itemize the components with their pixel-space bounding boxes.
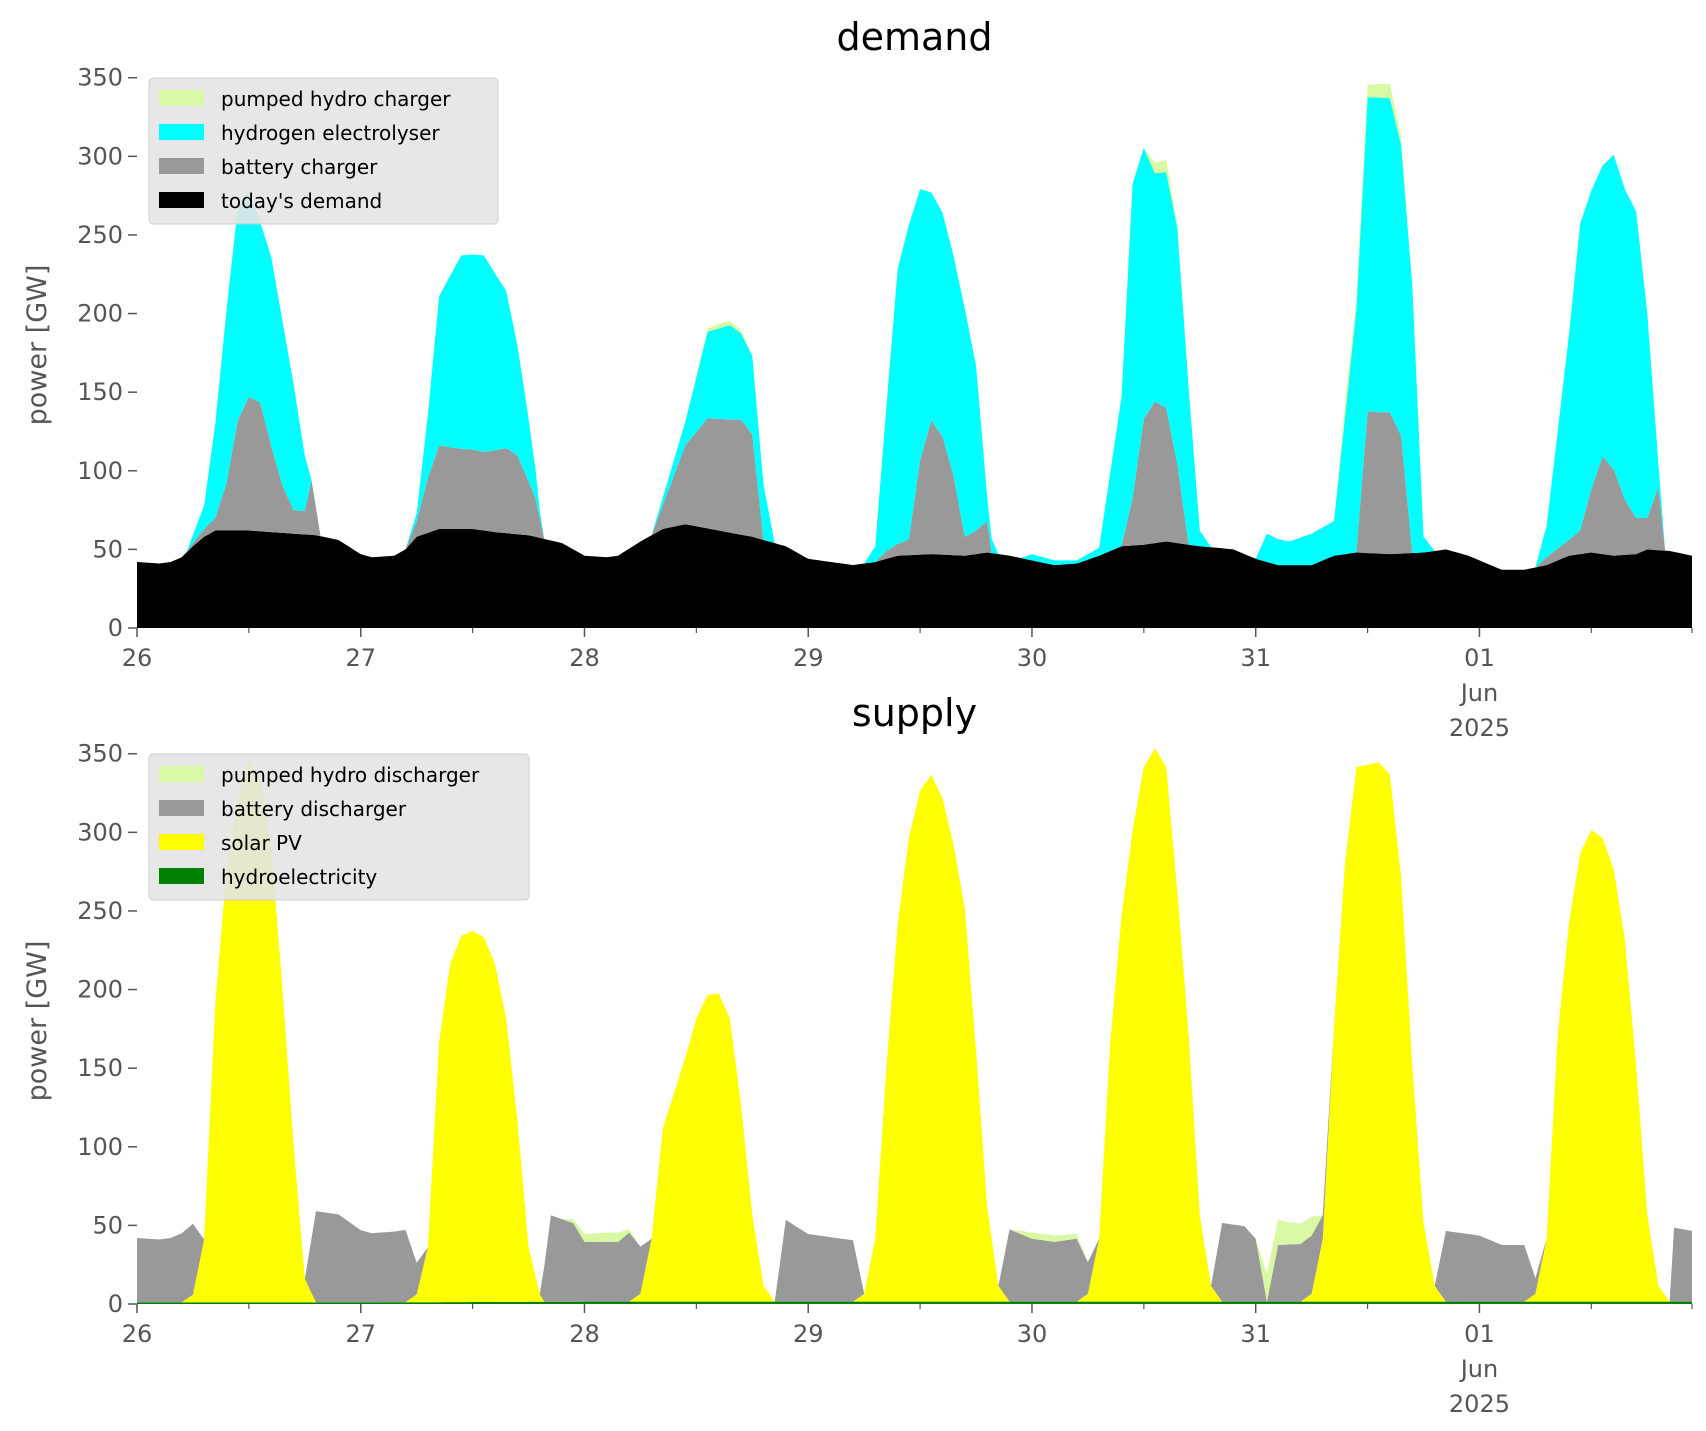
y-tick-label: 0 bbox=[108, 1290, 123, 1318]
y-tick-label: 250 bbox=[77, 221, 123, 249]
area-hydrogen-electrolyser bbox=[137, 97, 1692, 570]
y-tick-label: 350 bbox=[77, 740, 123, 768]
x-tick-label: 29 bbox=[793, 1320, 824, 1348]
y-axis-label: power [GW] bbox=[22, 941, 53, 1102]
demand-panel: demand power [GW] 0 50 100 150 200 250 300 350 26 2… bbox=[22, 15, 1693, 742]
x-tick-label: 27 bbox=[345, 644, 376, 672]
y-tick-label: 50 bbox=[92, 535, 123, 563]
y-tick-label: 50 bbox=[92, 1211, 123, 1239]
area-solar-pv bbox=[137, 748, 1692, 1303]
y-tick-label: 300 bbox=[77, 142, 123, 170]
area-hydroelectricity bbox=[137, 1301, 1692, 1304]
x-tick-label: 30 bbox=[1017, 1320, 1048, 1348]
legend-swatch bbox=[159, 90, 204, 106]
legend: pumped hydro discharger battery discharge… bbox=[148, 753, 530, 901]
chart-title: demand bbox=[836, 15, 992, 59]
legend-label: battery charger bbox=[221, 155, 378, 179]
x-tick-label: 26 bbox=[122, 644, 153, 672]
supply-panel: supply power [GW] 0 50 100 150 200 250 300 350 26 2… bbox=[22, 691, 1693, 1418]
y-tick-label: 150 bbox=[77, 1054, 123, 1082]
legend-box bbox=[148, 77, 499, 225]
legend: pumped hydro charger hydrogen electrolyse… bbox=[148, 77, 499, 225]
legend-swatch bbox=[159, 158, 204, 174]
legend-label: pumped hydro discharger bbox=[221, 763, 480, 787]
x-tick-label: 01 bbox=[1464, 644, 1495, 672]
x-tick-label: 28 bbox=[569, 644, 600, 672]
x-tick-year-label: 2025 bbox=[1449, 714, 1510, 742]
legend-swatch bbox=[159, 192, 204, 208]
x-tick-label: 31 bbox=[1240, 1320, 1271, 1348]
legend-swatch bbox=[159, 800, 204, 816]
x-tick-label: 31 bbox=[1240, 644, 1271, 672]
chart-title: supply bbox=[852, 691, 977, 735]
legend-label: battery discharger bbox=[221, 797, 407, 821]
x-tick-label: 01 bbox=[1464, 1320, 1495, 1348]
y-tick-label: 250 bbox=[77, 897, 123, 925]
x-tick-month-label: Jun bbox=[1459, 1355, 1499, 1383]
legend-label: hydrogen electrolyser bbox=[221, 121, 440, 145]
legend-swatch bbox=[159, 834, 204, 850]
x-tick-label: 30 bbox=[1017, 644, 1048, 672]
y-tick-label: 350 bbox=[77, 64, 123, 92]
legend-label: hydroelectricity bbox=[221, 865, 377, 889]
x-tick-month-label: Jun bbox=[1459, 679, 1499, 707]
x-tick-label: 26 bbox=[122, 1320, 153, 1348]
x-tick-label: 29 bbox=[793, 644, 824, 672]
area-today-s-demand bbox=[137, 524, 1692, 628]
legend-swatch bbox=[159, 766, 204, 782]
legend-swatch bbox=[159, 124, 204, 140]
y-tick-label: 100 bbox=[77, 1133, 123, 1161]
x-tick-year-label: 2025 bbox=[1449, 1390, 1510, 1418]
y-tick-label: 200 bbox=[77, 976, 123, 1004]
legend-label: today's demand bbox=[221, 189, 382, 213]
x-tick-label: 28 bbox=[569, 1320, 600, 1348]
y-tick-label: 200 bbox=[77, 300, 123, 328]
legend-swatch bbox=[159, 868, 204, 884]
y-tick-label: 300 bbox=[77, 818, 123, 846]
legend-label: pumped hydro charger bbox=[221, 87, 451, 111]
legend-box bbox=[148, 753, 530, 901]
y-tick-label: 150 bbox=[77, 378, 123, 406]
y-tick-label: 0 bbox=[108, 614, 123, 642]
y-tick-label: 100 bbox=[77, 457, 123, 485]
area-battery-charger bbox=[137, 396, 1692, 570]
legend-label: solar PV bbox=[221, 831, 302, 855]
y-axis-label: power [GW] bbox=[22, 265, 53, 426]
x-tick-label: 27 bbox=[345, 1320, 376, 1348]
